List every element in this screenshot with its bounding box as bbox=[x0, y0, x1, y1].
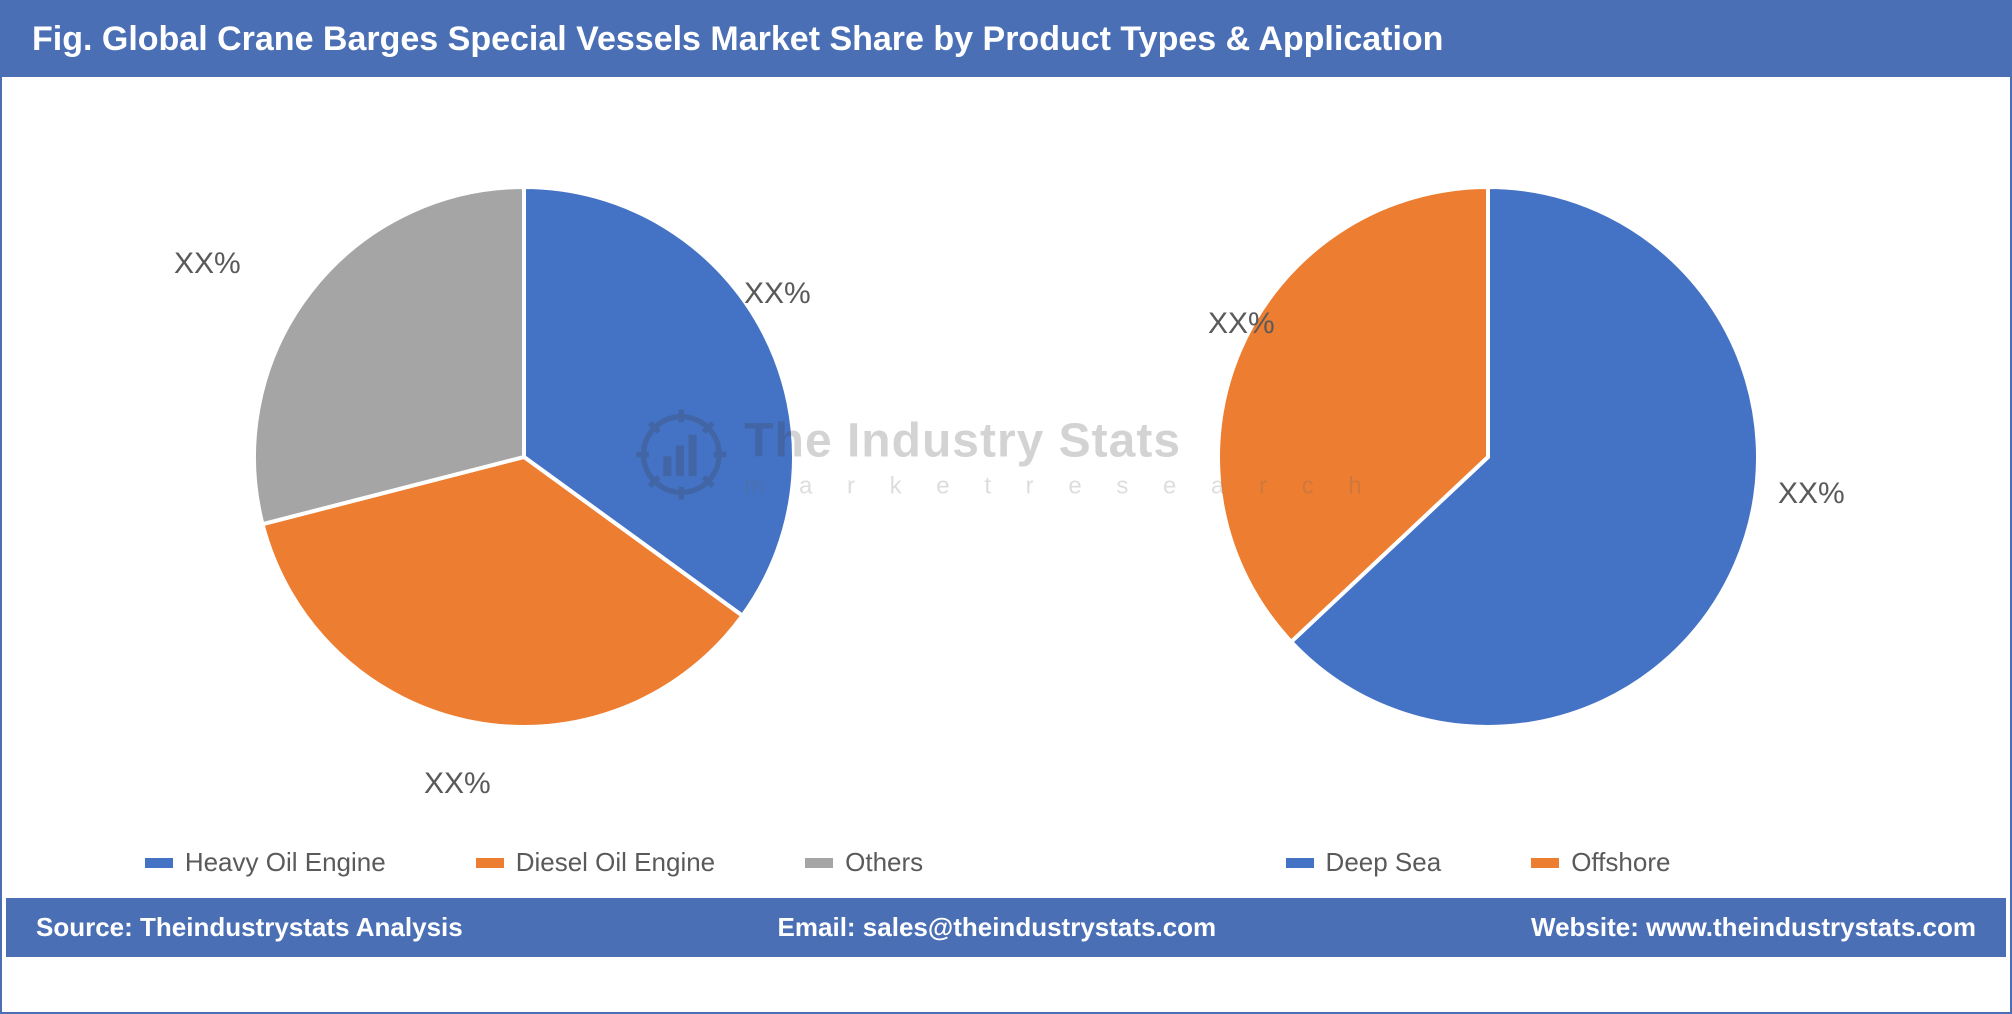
footer-bar: Source: Theindustrystats Analysis Email:… bbox=[6, 898, 2006, 957]
legend-item-others: Others bbox=[805, 847, 923, 878]
legend-label: Others bbox=[845, 847, 923, 878]
footer-source: Source: Theindustrystats Analysis bbox=[36, 912, 463, 943]
footer-email: Email: sales@theindustrystats.com bbox=[778, 912, 1217, 943]
slice-label-deep-sea: XX% bbox=[1778, 477, 1845, 511]
legend-item-heavy-oil: Heavy Oil Engine bbox=[145, 847, 386, 878]
legend-label: Offshore bbox=[1571, 847, 1670, 878]
pie-chart-product-types: XX% XX% XX% bbox=[124, 107, 924, 807]
legend-row: Heavy Oil Engine Diesel Oil Engine Other… bbox=[2, 837, 2010, 898]
slice-label-heavy-oil: XX% bbox=[744, 277, 811, 311]
legend-item-diesel-oil: Diesel Oil Engine bbox=[476, 847, 715, 878]
legend-swatch bbox=[1286, 858, 1314, 868]
legend-swatch bbox=[145, 858, 173, 868]
legend-label: Deep Sea bbox=[1326, 847, 1442, 878]
legend-swatch bbox=[1531, 858, 1559, 868]
figure-container: Fig. Global Crane Barges Special Vessels… bbox=[0, 0, 2012, 1014]
legend-group-left: Heavy Oil Engine Diesel Oil Engine Other… bbox=[62, 847, 1006, 878]
pie-right-svg bbox=[1208, 177, 1768, 737]
legend-label: Heavy Oil Engine bbox=[185, 847, 386, 878]
pie-left-svg bbox=[244, 177, 804, 737]
chart-area: XX% XX% XX% bbox=[2, 77, 2010, 837]
legend-group-right: Deep Sea Offshore bbox=[1006, 847, 1950, 878]
footer-website: Website: www.theindustrystats.com bbox=[1531, 912, 1976, 943]
title-bar: Fig. Global Crane Barges Special Vessels… bbox=[2, 2, 2010, 77]
figure-title: Fig. Global Crane Barges Special Vessels… bbox=[32, 20, 1443, 58]
legend-label: Diesel Oil Engine bbox=[516, 847, 715, 878]
pie-chart-application: XX% XX% bbox=[1088, 107, 1888, 807]
legend-swatch bbox=[805, 858, 833, 868]
slice-label-diesel-oil: XX% bbox=[424, 767, 491, 801]
legend-item-deep-sea: Deep Sea bbox=[1286, 847, 1442, 878]
legend-swatch bbox=[476, 858, 504, 868]
slice-label-offshore: XX% bbox=[1208, 307, 1275, 341]
legend-item-offshore: Offshore bbox=[1531, 847, 1670, 878]
slice-label-others: XX% bbox=[174, 247, 241, 281]
